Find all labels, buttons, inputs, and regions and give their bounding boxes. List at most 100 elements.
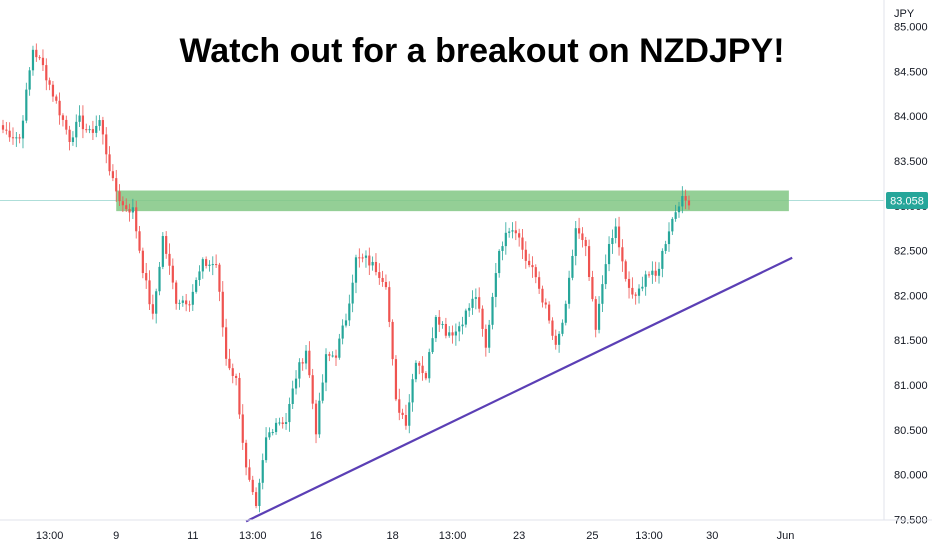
candle-body	[681, 196, 684, 207]
time-tick-label: 13:00	[239, 530, 267, 542]
candle-body	[627, 278, 631, 288]
candle-body	[65, 119, 68, 130]
candle-body	[41, 57, 45, 66]
candle-body	[597, 303, 601, 330]
candle-body	[111, 171, 114, 179]
candle-body	[304, 350, 308, 364]
candle-body	[225, 327, 228, 359]
time-tick-label: 11	[187, 530, 198, 542]
candle-body	[541, 288, 544, 303]
candle-body	[338, 338, 341, 358]
candle-body	[324, 354, 328, 383]
candle-body	[271, 432, 274, 434]
candle-body	[221, 291, 224, 328]
candle-body	[11, 137, 15, 139]
candle-body	[501, 246, 504, 251]
candle-body	[364, 255, 368, 258]
candle-body	[268, 432, 271, 438]
price-tick-label: 82.000	[894, 290, 928, 302]
candle-body	[561, 322, 564, 334]
candle-body	[71, 137, 75, 143]
candle-body	[155, 291, 158, 314]
candle-body	[121, 201, 124, 206]
time-tick-label: 18	[386, 530, 398, 542]
candle-body	[534, 267, 537, 278]
candle-body	[464, 310, 467, 325]
candle-body	[528, 260, 531, 266]
candle-body	[298, 362, 301, 379]
candle-body	[28, 70, 31, 90]
candle-body	[587, 246, 591, 277]
candle-body	[348, 303, 351, 321]
candle-body	[378, 272, 381, 278]
candle-body	[165, 236, 168, 254]
candle-body	[481, 308, 484, 329]
time-tick-label: 13:00	[635, 530, 663, 542]
candle-body	[551, 320, 554, 336]
candle-body	[581, 233, 584, 241]
candle-body	[171, 265, 174, 283]
candle-body	[45, 65, 48, 81]
candle-body	[145, 273, 148, 281]
candle-body	[448, 332, 451, 336]
candle-body	[344, 320, 348, 326]
candle-body	[631, 287, 634, 295]
candle-body	[138, 231, 141, 251]
candle-body	[498, 250, 501, 274]
candle-body	[254, 492, 258, 506]
candle-body	[108, 154, 111, 172]
candle-body	[328, 354, 331, 356]
candle-body	[341, 325, 344, 339]
candle-body	[98, 120, 101, 126]
price-tick-label: 81.500	[894, 335, 928, 347]
candle-body	[258, 482, 261, 506]
candle-body	[644, 274, 647, 287]
candle-body	[398, 399, 401, 413]
candle-body	[474, 297, 477, 299]
candle-body	[591, 276, 594, 300]
candle-body	[524, 249, 527, 261]
candle-body	[674, 212, 677, 219]
candle-body	[361, 257, 364, 259]
candle-body	[381, 277, 384, 282]
candle-body	[431, 338, 434, 353]
time-axis[interactable]: 13:00 9 11 13:00 16 18 13:00 23 25 13:00 30 Jun	[36, 530, 795, 542]
resistance-zone[interactable]	[116, 190, 789, 212]
candle-body	[421, 365, 424, 374]
price-tick-label: 80.000	[894, 470, 928, 482]
candle-body	[185, 300, 188, 305]
price-tick-label: 84.500	[894, 66, 928, 78]
time-tick-label: 23	[513, 530, 525, 542]
candle-body	[241, 414, 244, 443]
candle-body	[331, 355, 334, 357]
candle-body	[311, 375, 314, 404]
candle-body	[438, 316, 441, 325]
candle-body	[191, 291, 194, 305]
candle-body	[78, 115, 81, 122]
price-tick-label: 84.000	[894, 111, 928, 123]
candle-body	[414, 362, 418, 380]
time-tick-label: 30	[706, 530, 718, 542]
candle-body	[624, 261, 627, 279]
candle-body	[181, 300, 184, 303]
candle-body	[531, 265, 534, 268]
candle-body	[51, 84, 55, 97]
candle-body	[205, 259, 208, 266]
candle-body	[75, 121, 78, 138]
candle-body	[671, 218, 674, 232]
candle-body	[371, 261, 374, 266]
candle-body	[491, 296, 494, 325]
candle-body	[85, 129, 88, 131]
candle-body	[478, 297, 481, 309]
candle-body	[135, 207, 138, 232]
support-trendline[interactable]	[245, 256, 793, 523]
candle-body	[657, 268, 661, 276]
candle-body	[368, 255, 371, 266]
candle-body	[18, 137, 21, 139]
candle-body	[554, 335, 557, 345]
candle-body	[168, 253, 171, 266]
candle-body	[451, 332, 454, 336]
candle-body	[101, 120, 104, 135]
